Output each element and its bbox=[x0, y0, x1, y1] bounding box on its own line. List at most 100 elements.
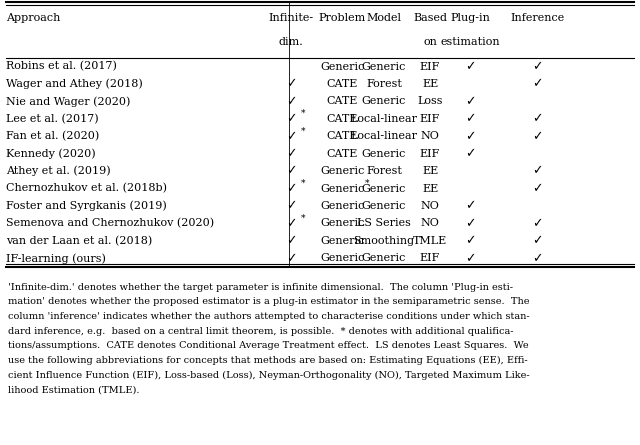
Text: ✓: ✓ bbox=[465, 60, 476, 73]
Text: Generic: Generic bbox=[362, 184, 406, 194]
Text: Infinite-: Infinite- bbox=[269, 13, 314, 23]
Text: use the following abbreviations for concepts that methods are based on: Estimati: use the following abbreviations for conc… bbox=[8, 356, 527, 365]
Text: ✓: ✓ bbox=[465, 235, 476, 247]
Text: Lee et al. (2017): Lee et al. (2017) bbox=[6, 113, 99, 124]
Text: Smoothing: Smoothing bbox=[353, 236, 415, 246]
Text: dim.: dim. bbox=[279, 37, 303, 47]
Text: ✓: ✓ bbox=[532, 182, 543, 195]
Text: Inference: Inference bbox=[511, 13, 564, 23]
Text: ✓: ✓ bbox=[532, 252, 543, 265]
Text: Nie and Wager (2020): Nie and Wager (2020) bbox=[6, 96, 131, 107]
Text: 'Infinite-dim.' denotes whether the target parameter is infinite dimensional.  T: 'Infinite-dim.' denotes whether the targ… bbox=[8, 283, 513, 291]
Text: ✓: ✓ bbox=[286, 217, 296, 230]
Text: EE: EE bbox=[422, 166, 438, 176]
Text: cient Influence Function (EIF), Loss-based (Loss), Neyman-Orthogonality (NO), Ta: cient Influence Function (EIF), Loss-bas… bbox=[8, 371, 529, 380]
Text: Forest: Forest bbox=[366, 79, 402, 89]
Text: ✓: ✓ bbox=[286, 182, 296, 195]
Text: *: * bbox=[300, 109, 305, 118]
Text: EIF: EIF bbox=[420, 253, 440, 263]
Text: tions/assumptions.  CATE denotes Conditional Average Treatment effect.  LS denot: tions/assumptions. CATE denotes Conditio… bbox=[8, 341, 528, 350]
Text: Wager and Athey (2018): Wager and Athey (2018) bbox=[6, 79, 143, 89]
Text: Foster and Syrgkanis (2019): Foster and Syrgkanis (2019) bbox=[6, 201, 167, 211]
Text: ✓: ✓ bbox=[532, 235, 543, 247]
Text: Generic: Generic bbox=[320, 218, 365, 228]
Text: ✓: ✓ bbox=[465, 112, 476, 125]
Text: Approach: Approach bbox=[6, 13, 61, 23]
Text: ✓: ✓ bbox=[465, 147, 476, 160]
Text: Fan et al. (2020): Fan et al. (2020) bbox=[6, 131, 100, 142]
Text: column 'inference' indicates whether the authors attempted to characterise condi: column 'inference' indicates whether the… bbox=[8, 312, 529, 321]
Text: mation' denotes whether the proposed estimator is a plug-in estimator in the sem: mation' denotes whether the proposed est… bbox=[8, 297, 529, 306]
Text: CATE: CATE bbox=[326, 114, 358, 124]
Text: Forest: Forest bbox=[366, 166, 402, 176]
Text: Generic: Generic bbox=[362, 149, 406, 159]
Text: Semenova and Chernozhukov (2020): Semenova and Chernozhukov (2020) bbox=[6, 218, 214, 229]
Text: Generic: Generic bbox=[320, 236, 365, 246]
Text: Generic: Generic bbox=[362, 97, 406, 106]
Text: Local-linear: Local-linear bbox=[351, 131, 417, 141]
Text: CATE: CATE bbox=[326, 149, 358, 159]
Text: CATE: CATE bbox=[326, 79, 358, 89]
Text: ✓: ✓ bbox=[465, 252, 476, 265]
Text: ✓: ✓ bbox=[532, 130, 543, 143]
Text: on: on bbox=[423, 37, 437, 47]
Text: Kennedy (2020): Kennedy (2020) bbox=[6, 149, 96, 159]
Text: Generic: Generic bbox=[362, 201, 406, 211]
Text: ✓: ✓ bbox=[532, 217, 543, 230]
Text: ✓: ✓ bbox=[532, 165, 543, 178]
Text: Generic: Generic bbox=[320, 166, 365, 176]
Text: ✓: ✓ bbox=[286, 130, 296, 143]
Text: NO: NO bbox=[420, 201, 440, 211]
Text: EE: EE bbox=[422, 79, 438, 89]
Text: EIF: EIF bbox=[420, 61, 440, 72]
Text: *: * bbox=[300, 126, 305, 136]
Text: Plug-in: Plug-in bbox=[451, 13, 490, 23]
Text: Generic: Generic bbox=[362, 253, 406, 263]
Text: Problem: Problem bbox=[319, 13, 366, 23]
Text: van der Laan et al. (2018): van der Laan et al. (2018) bbox=[6, 236, 153, 246]
Text: CATE: CATE bbox=[326, 131, 358, 141]
Text: *: * bbox=[300, 214, 305, 222]
Text: ✓: ✓ bbox=[465, 217, 476, 230]
Text: Chernozhukov et al. (2018b): Chernozhukov et al. (2018b) bbox=[6, 183, 168, 194]
Text: EIF: EIF bbox=[420, 114, 440, 124]
Text: Athey et al. (2019): Athey et al. (2019) bbox=[6, 166, 111, 176]
Text: Loss: Loss bbox=[417, 97, 443, 106]
Text: ✓: ✓ bbox=[465, 130, 476, 143]
Text: ✓: ✓ bbox=[532, 112, 543, 125]
Text: *: * bbox=[300, 179, 305, 188]
Text: estimation: estimation bbox=[440, 37, 500, 47]
Text: *: * bbox=[364, 179, 369, 188]
Text: Based: Based bbox=[413, 13, 447, 23]
Text: Model: Model bbox=[367, 13, 401, 23]
Text: Robins et al. (2017): Robins et al. (2017) bbox=[6, 61, 117, 72]
Text: NO: NO bbox=[420, 218, 440, 228]
Text: Generic: Generic bbox=[362, 61, 406, 72]
Text: ✓: ✓ bbox=[286, 147, 296, 160]
Text: Local-linear: Local-linear bbox=[351, 114, 417, 124]
Text: ✓: ✓ bbox=[286, 112, 296, 125]
Text: ✓: ✓ bbox=[286, 252, 296, 265]
Text: Generic: Generic bbox=[320, 61, 365, 72]
Text: NO: NO bbox=[420, 131, 440, 141]
Text: Generic: Generic bbox=[320, 253, 365, 263]
Text: TMLE: TMLE bbox=[413, 236, 447, 246]
Text: IF-learning (ours): IF-learning (ours) bbox=[6, 253, 106, 263]
Text: Generic: Generic bbox=[320, 201, 365, 211]
Text: ✓: ✓ bbox=[465, 199, 476, 213]
Text: Generic: Generic bbox=[320, 184, 365, 194]
Text: ✓: ✓ bbox=[465, 95, 476, 108]
Text: ✓: ✓ bbox=[532, 77, 543, 90]
Text: EIF: EIF bbox=[420, 149, 440, 159]
Text: ✓: ✓ bbox=[286, 235, 296, 247]
Text: LS Series: LS Series bbox=[357, 218, 411, 228]
Text: dard inference, e.g.  based on a central limit theorem, is possible.  * denotes : dard inference, e.g. based on a central … bbox=[8, 327, 513, 336]
Text: ✓: ✓ bbox=[286, 95, 296, 108]
Text: ✓: ✓ bbox=[286, 77, 296, 90]
Text: ✓: ✓ bbox=[286, 165, 296, 178]
Text: ✓: ✓ bbox=[286, 199, 296, 213]
Text: ✓: ✓ bbox=[532, 60, 543, 73]
Text: CATE: CATE bbox=[326, 97, 358, 106]
Text: EE: EE bbox=[422, 184, 438, 194]
Text: lihood Estimation (TMLE).: lihood Estimation (TMLE). bbox=[8, 385, 139, 394]
